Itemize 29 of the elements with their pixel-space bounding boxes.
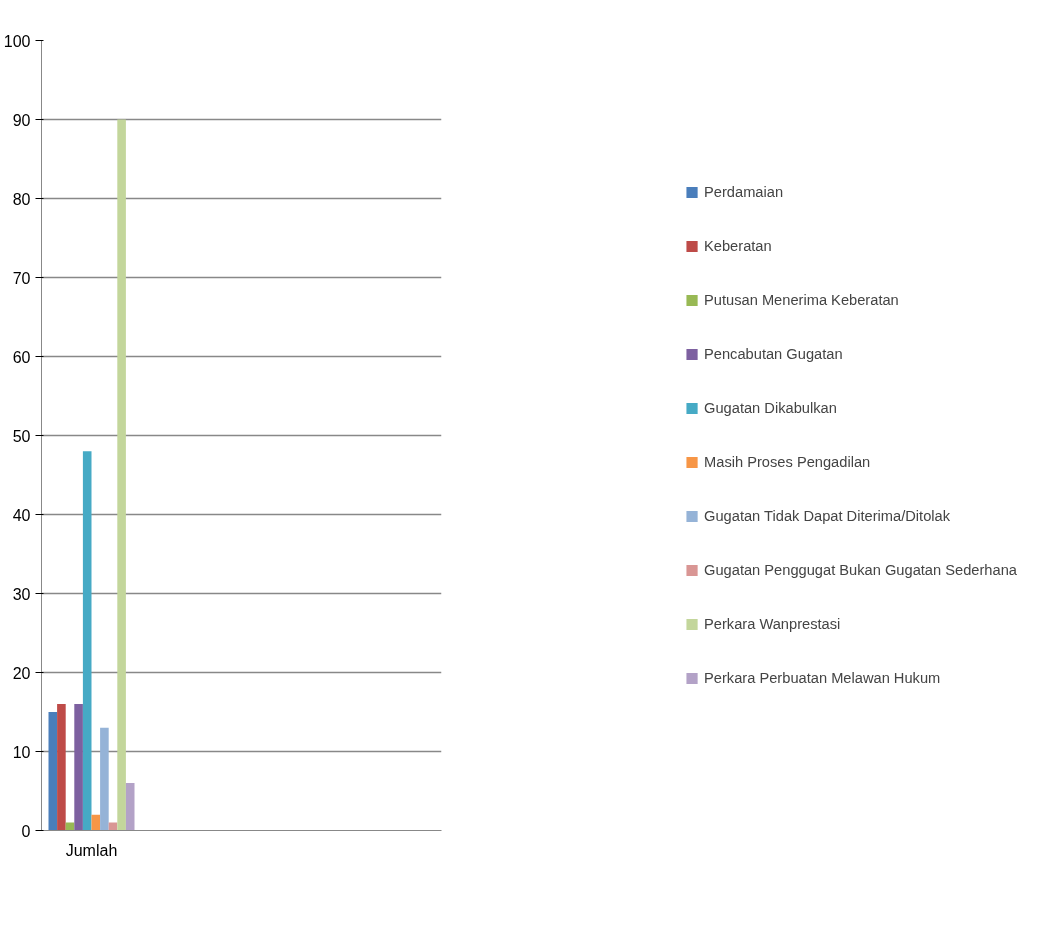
bar (74, 704, 83, 831)
y-tick-label: 30 (12, 585, 31, 603)
y-tick-label: 40 (12, 506, 31, 524)
bar (57, 704, 66, 831)
legend-label: Gugatan Tidak Dapat Diterima/Ditolak (704, 508, 951, 524)
legend-label: Pencabutan Gugatan (704, 346, 843, 362)
y-tick-label: 80 (12, 190, 31, 208)
legend-label: Perkara Perbuatan Melawan Hukum (704, 670, 941, 686)
y-tick-label: 20 (12, 664, 31, 682)
bar (100, 727, 109, 831)
bar (125, 783, 135, 831)
legend-label: Keberatan (704, 238, 772, 254)
y-tick-label: 60 (12, 348, 31, 366)
y-tick-label: 10 (12, 743, 31, 761)
y-tick-label: 90 (12, 111, 31, 129)
legend-label: Gugatan Penggugat Bukan Gugatan Sederhana (704, 562, 1017, 578)
y-tick-label: 0 (21, 822, 31, 840)
y-tick-label: 100 (3, 32, 31, 50)
y-tick-label: 50 (12, 427, 31, 445)
x-tick-label: Jumlah (65, 841, 118, 859)
legend-label: Gugatan Dikabulkan (704, 400, 837, 416)
bar (117, 119, 126, 831)
legend-label: Putusan Menerima Keberatan (704, 292, 899, 308)
bar (48, 712, 58, 831)
y-tick-label: 70 (12, 269, 31, 287)
bar (82, 451, 92, 831)
legend-label: Masih Proses Pengadilan (704, 454, 871, 470)
legend-label: Perdamaian (704, 184, 784, 200)
legend-label: Perkara Wanprestasi (704, 616, 841, 632)
